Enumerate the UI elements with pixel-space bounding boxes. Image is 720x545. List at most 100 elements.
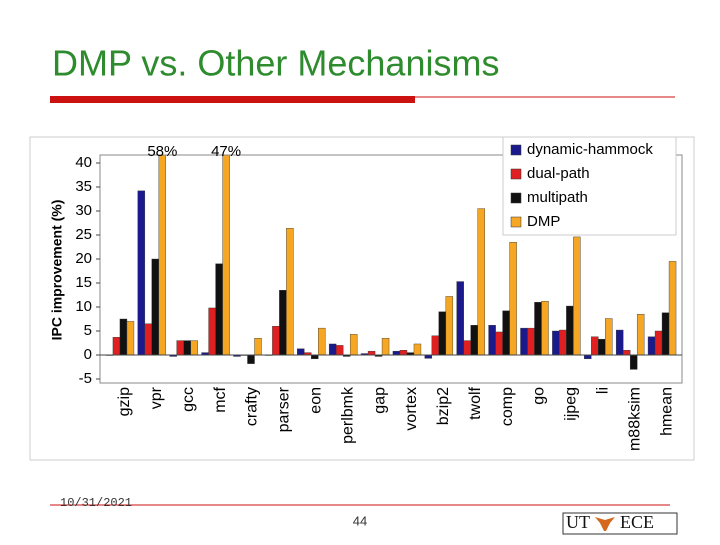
- bar: [520, 327, 528, 356]
- bar: [247, 354, 255, 364]
- legend-label: multipath: [527, 189, 588, 206]
- x-tick-label: comp: [499, 387, 516, 426]
- y-tick-label: 0: [84, 346, 92, 363]
- bar: [647, 336, 656, 356]
- y-tick-label: 30: [75, 202, 92, 219]
- bar: [636, 314, 645, 356]
- y-tick-label: 20: [75, 250, 92, 267]
- bar: [318, 327, 326, 356]
- legend-swatch: [510, 168, 522, 180]
- x-tick-label: bzip2: [435, 387, 452, 425]
- slide-title: DMP vs. Other Mechanisms: [52, 43, 499, 84]
- x-tick-label: crafty: [244, 387, 261, 426]
- bar: [126, 321, 135, 356]
- x-tick-label: m88ksim: [626, 387, 643, 451]
- bar: [431, 335, 440, 356]
- bar: [311, 354, 319, 360]
- bar: [413, 343, 422, 356]
- y-tick-label: 10: [75, 298, 92, 315]
- bar: [622, 350, 631, 356]
- bar: [367, 350, 376, 356]
- bar: [584, 354, 592, 360]
- x-tick-label: mcf: [212, 386, 229, 412]
- bar: [183, 340, 191, 356]
- bar: [279, 290, 287, 356]
- bar: [151, 258, 160, 356]
- date: 10/31/2021: [60, 496, 132, 510]
- logo-box: [562, 512, 678, 535]
- data-label: 47%: [211, 143, 241, 160]
- bar: [456, 281, 464, 356]
- y-tick-label: 40: [75, 154, 92, 171]
- legend-swatch: [510, 216, 522, 228]
- bar: [615, 329, 624, 356]
- legend-box: [502, 136, 677, 236]
- x-tick-label: li: [594, 387, 611, 394]
- bar: [605, 318, 613, 356]
- x-tick-label: parser: [276, 386, 293, 432]
- y-axis-label: IPC improvement (%): [49, 200, 65, 341]
- y-tick-label: 25: [75, 226, 92, 243]
- plot-border: [99, 154, 683, 384]
- x-tick-label: gcc: [180, 387, 197, 412]
- bar: [424, 354, 433, 359]
- bar: [254, 338, 262, 356]
- bar: [158, 155, 167, 356]
- title-bar: [50, 96, 415, 103]
- bar: [392, 350, 401, 356]
- x-tick-label: hmean: [658, 387, 675, 436]
- bar: [335, 345, 344, 356]
- bar: [297, 348, 305, 356]
- bar: [190, 340, 198, 356]
- logo-text: ECE: [620, 512, 654, 532]
- y-tick-label: 5: [84, 322, 92, 339]
- bar: [559, 329, 567, 356]
- bar: [222, 155, 230, 356]
- y-tick-label: 15: [75, 274, 92, 291]
- bar: [495, 331, 503, 356]
- bar: [668, 261, 677, 356]
- bar: [144, 323, 153, 356]
- bar: [502, 310, 510, 356]
- page-number: 44: [353, 513, 367, 528]
- legend-swatch: [510, 144, 522, 156]
- bar: [349, 334, 358, 356]
- y-tick-label: 35: [75, 178, 92, 195]
- bar: [463, 340, 471, 356]
- y-tick-label: -5: [79, 370, 92, 387]
- legend-label: dynamic-hammock: [527, 141, 653, 158]
- bar: [470, 325, 478, 356]
- bar: [272, 326, 280, 356]
- bar: [286, 228, 294, 356]
- x-tick-label: perlbmk: [339, 386, 356, 444]
- bar: [541, 301, 549, 356]
- bar: [527, 327, 535, 356]
- logo-text: UT: [566, 512, 590, 532]
- bar: [661, 312, 670, 356]
- x-tick-label: eon: [307, 387, 324, 414]
- bar: [488, 325, 496, 356]
- bar: [208, 307, 216, 356]
- bar: [629, 354, 638, 370]
- plot-area: [105, 155, 677, 370]
- x-tick-label: ijpeg: [563, 387, 580, 421]
- legend-label: DMP: [527, 213, 560, 230]
- logo-icon: [595, 517, 615, 531]
- bar: [137, 190, 146, 356]
- x-tick-label: gzip: [116, 387, 133, 416]
- bar: [591, 336, 599, 356]
- bar: [477, 208, 485, 356]
- x-tick-label: gap: [371, 387, 388, 414]
- bar: [573, 236, 581, 356]
- legend-label: dual-path: [527, 165, 590, 182]
- bar: [381, 338, 390, 356]
- bar: [112, 337, 121, 356]
- bar: [509, 241, 517, 356]
- bar: [119, 318, 128, 356]
- bar: [176, 340, 184, 356]
- x-tick-label: go: [531, 387, 548, 405]
- x-tick-label: vpr: [148, 386, 165, 409]
- bar: [534, 302, 542, 356]
- bar: [215, 263, 223, 356]
- x-tick-label: twolf: [467, 386, 484, 419]
